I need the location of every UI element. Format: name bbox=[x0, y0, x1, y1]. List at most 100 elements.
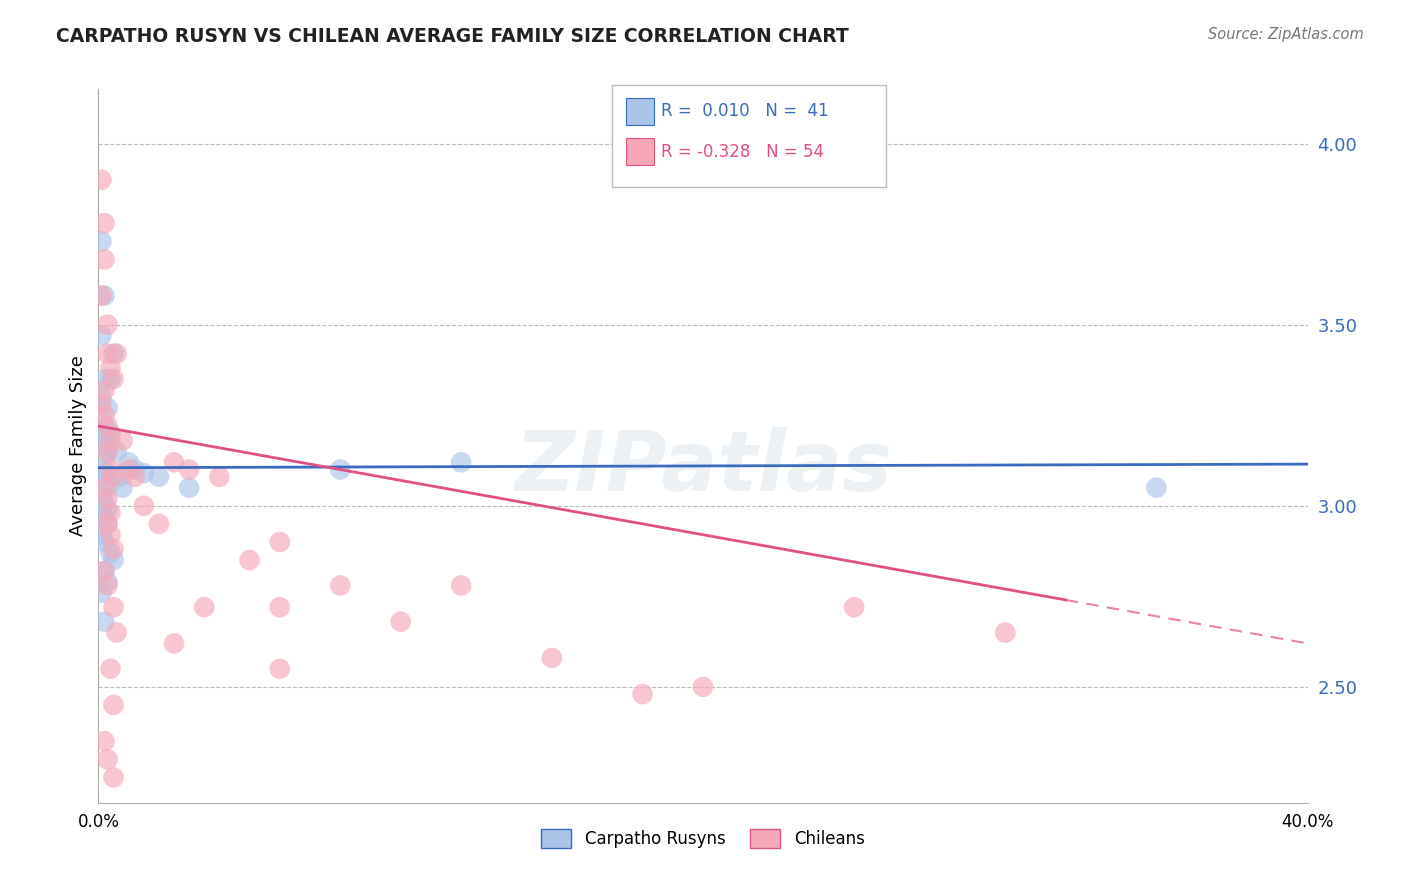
Point bbox=[132, 466, 155, 480]
Point bbox=[132, 499, 155, 513]
Point bbox=[93, 564, 115, 578]
Point bbox=[179, 462, 201, 476]
Point bbox=[90, 390, 112, 404]
Point bbox=[100, 527, 122, 541]
Text: CARPATHO RUSYN VS CHILEAN AVERAGE FAMILY SIZE CORRELATION CHART: CARPATHO RUSYN VS CHILEAN AVERAGE FAMILY… bbox=[56, 27, 849, 45]
Point bbox=[96, 444, 118, 458]
Point bbox=[844, 600, 866, 615]
Text: Source: ZipAtlas.com: Source: ZipAtlas.com bbox=[1208, 27, 1364, 42]
Point bbox=[450, 455, 472, 469]
Point bbox=[90, 488, 112, 502]
Point bbox=[269, 600, 291, 615]
Point bbox=[124, 470, 146, 484]
Y-axis label: Average Family Size: Average Family Size bbox=[69, 356, 87, 536]
Point bbox=[124, 462, 146, 476]
Point bbox=[103, 553, 125, 567]
Point bbox=[93, 509, 115, 524]
Point bbox=[96, 516, 118, 531]
Point bbox=[93, 564, 115, 578]
Point bbox=[96, 481, 118, 495]
Point bbox=[93, 216, 115, 230]
Point bbox=[103, 771, 125, 785]
Point bbox=[93, 408, 115, 422]
Point bbox=[90, 462, 112, 476]
Point bbox=[111, 481, 134, 495]
Point bbox=[329, 578, 352, 592]
Point bbox=[93, 419, 115, 434]
Point bbox=[93, 383, 115, 397]
Text: R = -0.328   N = 54: R = -0.328 N = 54 bbox=[661, 143, 824, 161]
Point bbox=[93, 451, 115, 466]
Point bbox=[100, 426, 122, 441]
Point bbox=[96, 502, 118, 516]
Point bbox=[90, 585, 112, 599]
Point bbox=[540, 651, 562, 665]
Point bbox=[90, 173, 112, 187]
Point bbox=[239, 553, 262, 567]
Point bbox=[96, 444, 118, 458]
Point bbox=[208, 470, 231, 484]
Point bbox=[93, 481, 115, 495]
Point bbox=[103, 698, 125, 712]
Point bbox=[93, 734, 115, 748]
Point bbox=[148, 516, 170, 531]
Point bbox=[329, 462, 352, 476]
Point bbox=[105, 346, 128, 360]
Point bbox=[692, 680, 714, 694]
Point bbox=[96, 578, 118, 592]
Point bbox=[96, 491, 118, 506]
Point bbox=[103, 346, 125, 360]
Point bbox=[450, 578, 472, 592]
Point bbox=[103, 600, 125, 615]
Point bbox=[96, 516, 118, 531]
Point bbox=[96, 419, 118, 434]
Point bbox=[111, 434, 134, 448]
Point bbox=[93, 372, 115, 386]
Point bbox=[269, 535, 291, 549]
Point bbox=[108, 470, 131, 484]
Point bbox=[269, 662, 291, 676]
Point bbox=[93, 495, 115, 509]
Point bbox=[994, 625, 1017, 640]
Point bbox=[100, 662, 122, 676]
Point bbox=[193, 600, 215, 615]
Point bbox=[118, 462, 141, 476]
Point bbox=[90, 235, 112, 249]
Point bbox=[90, 426, 112, 441]
Point bbox=[100, 462, 122, 476]
Legend: Carpatho Rusyns, Chileans: Carpatho Rusyns, Chileans bbox=[534, 822, 872, 855]
Point bbox=[96, 752, 118, 766]
Point bbox=[118, 455, 141, 469]
Point bbox=[631, 687, 654, 701]
Point bbox=[93, 535, 115, 549]
Point bbox=[103, 470, 125, 484]
Point bbox=[179, 481, 201, 495]
Point bbox=[96, 346, 118, 360]
Point bbox=[103, 372, 125, 386]
Point bbox=[96, 574, 118, 589]
Point bbox=[100, 434, 122, 448]
Point bbox=[96, 434, 118, 448]
Point bbox=[100, 372, 122, 386]
Point bbox=[100, 506, 122, 520]
Point bbox=[105, 625, 128, 640]
Point bbox=[96, 401, 118, 415]
Point bbox=[148, 470, 170, 484]
Point bbox=[163, 636, 186, 650]
Point bbox=[90, 328, 112, 343]
Point bbox=[93, 288, 115, 302]
Point bbox=[105, 444, 128, 458]
Point bbox=[100, 361, 122, 376]
Point bbox=[93, 252, 115, 267]
Text: R =  0.010   N =  41: R = 0.010 N = 41 bbox=[661, 103, 828, 120]
Point bbox=[93, 470, 115, 484]
Point bbox=[103, 542, 125, 557]
Point bbox=[93, 615, 115, 629]
Point bbox=[90, 527, 112, 541]
Point bbox=[100, 546, 122, 560]
Point bbox=[1144, 481, 1167, 495]
Point bbox=[90, 397, 112, 411]
Point bbox=[163, 455, 186, 469]
Point bbox=[389, 615, 412, 629]
Text: ZIPatlas: ZIPatlas bbox=[515, 427, 891, 508]
